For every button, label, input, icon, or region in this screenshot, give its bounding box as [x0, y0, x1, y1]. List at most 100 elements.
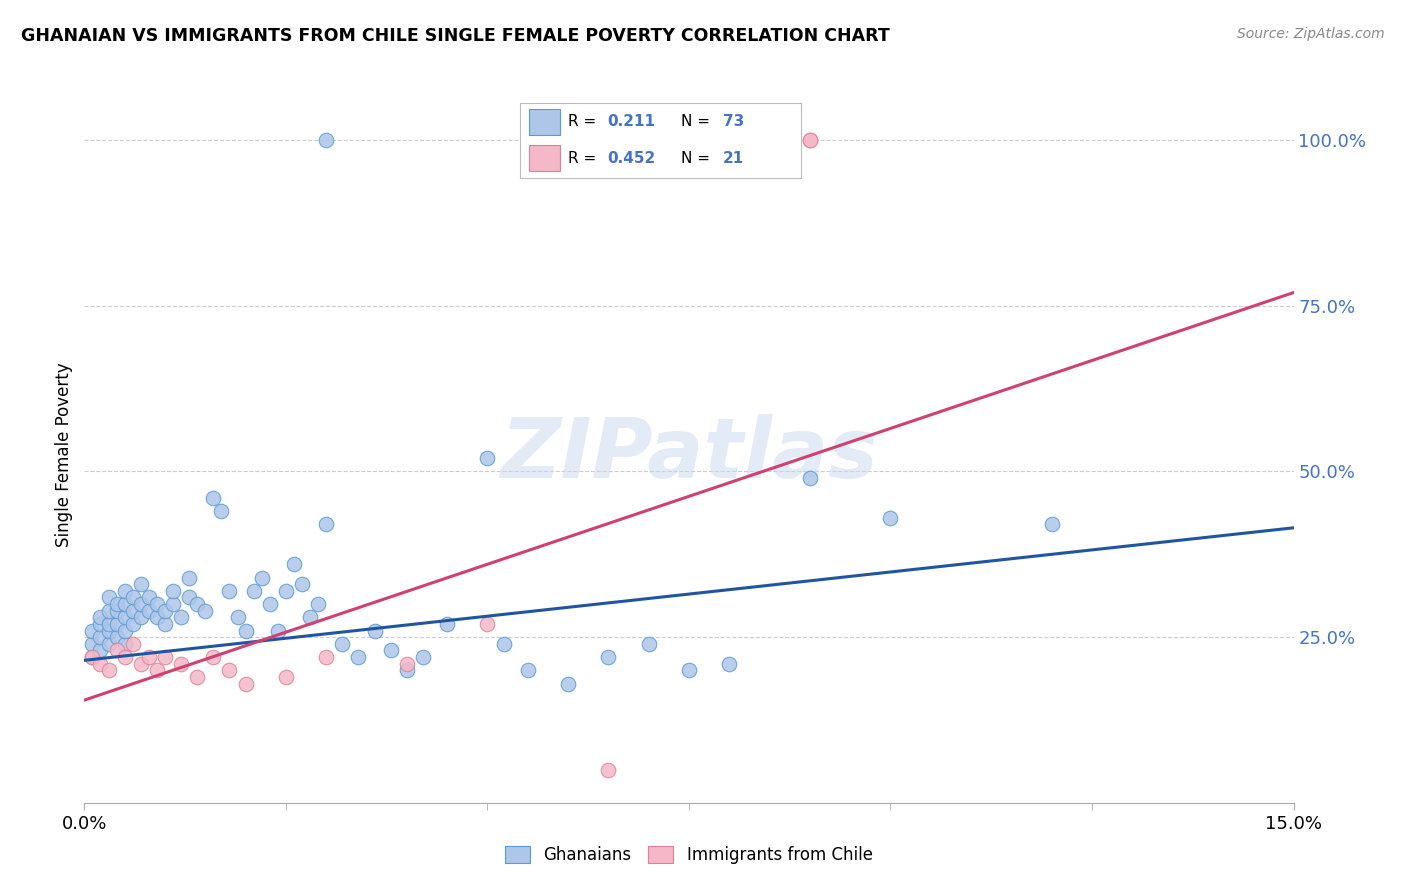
Point: [492, 637, 515, 651]
Point: [226, 610, 249, 624]
Point: [114, 650, 136, 665]
Point: [315, 650, 337, 665]
Point: [879, 511, 901, 525]
Point: [436, 616, 458, 631]
Point: [235, 676, 257, 690]
Point: [235, 624, 257, 638]
Point: [114, 610, 136, 624]
Point: [162, 597, 184, 611]
Point: [97, 616, 120, 631]
Point: [97, 604, 120, 618]
Point: [315, 517, 337, 532]
Point: [412, 650, 434, 665]
Point: [557, 676, 579, 690]
Point: [477, 616, 499, 631]
Point: [114, 637, 136, 651]
Point: [121, 637, 143, 651]
Text: R =: R =: [568, 114, 602, 129]
Point: [194, 604, 217, 618]
Point: [89, 643, 111, 657]
Point: [202, 491, 225, 505]
Point: [89, 616, 111, 631]
Point: [89, 657, 111, 671]
Point: [678, 663, 700, 677]
Point: [121, 616, 143, 631]
Point: [146, 663, 169, 677]
Point: [307, 597, 329, 611]
Text: 21: 21: [723, 151, 744, 166]
Point: [138, 591, 160, 605]
Point: [250, 570, 273, 584]
Point: [129, 577, 152, 591]
Text: 73: 73: [723, 114, 744, 129]
Point: [291, 577, 314, 591]
Point: [395, 663, 418, 677]
Text: 0.452: 0.452: [607, 151, 655, 166]
Point: [153, 650, 176, 665]
Point: [129, 610, 152, 624]
Point: [146, 610, 169, 624]
Point: [799, 471, 821, 485]
Point: [259, 597, 281, 611]
Point: [105, 630, 128, 644]
Point: [170, 610, 193, 624]
Point: [799, 133, 821, 147]
Point: [637, 637, 659, 651]
Point: [179, 591, 201, 605]
Point: [516, 663, 538, 677]
Point: [170, 657, 193, 671]
Point: [718, 657, 741, 671]
Point: [477, 451, 499, 466]
Text: 0.211: 0.211: [607, 114, 655, 129]
Legend: Ghanaians, Immigrants from Chile: Ghanaians, Immigrants from Chile: [499, 839, 879, 871]
Point: [267, 624, 290, 638]
Point: [82, 637, 104, 651]
Point: [105, 604, 128, 618]
Point: [330, 637, 353, 651]
Text: N =: N =: [681, 114, 714, 129]
Point: [153, 604, 176, 618]
Point: [202, 650, 225, 665]
Point: [105, 597, 128, 611]
Point: [299, 610, 322, 624]
Text: N =: N =: [681, 151, 714, 166]
Point: [162, 583, 184, 598]
Text: Source: ZipAtlas.com: Source: ZipAtlas.com: [1237, 27, 1385, 41]
Point: [114, 583, 136, 598]
Point: [138, 604, 160, 618]
Point: [121, 591, 143, 605]
Point: [153, 616, 176, 631]
Point: [105, 616, 128, 631]
Point: [218, 583, 240, 598]
Point: [179, 570, 201, 584]
Point: [363, 624, 385, 638]
Point: [114, 624, 136, 638]
Text: R =: R =: [568, 151, 602, 166]
Point: [274, 583, 297, 598]
Point: [1040, 517, 1063, 532]
Point: [598, 763, 620, 777]
Point: [82, 650, 104, 665]
Point: [97, 637, 120, 651]
Point: [186, 597, 208, 611]
Point: [242, 583, 264, 598]
Point: [274, 670, 297, 684]
Point: [598, 650, 620, 665]
Point: [138, 650, 160, 665]
Text: ZIPatlas: ZIPatlas: [501, 415, 877, 495]
Point: [89, 610, 111, 624]
Text: GHANAIAN VS IMMIGRANTS FROM CHILE SINGLE FEMALE POVERTY CORRELATION CHART: GHANAIAN VS IMMIGRANTS FROM CHILE SINGLE…: [21, 27, 890, 45]
Bar: [529, 145, 560, 171]
Point: [283, 558, 305, 572]
Point: [97, 663, 120, 677]
Point: [186, 670, 208, 684]
Point: [146, 597, 169, 611]
Point: [380, 643, 402, 657]
Point: [97, 591, 120, 605]
Point: [97, 624, 120, 638]
Point: [799, 133, 821, 147]
Point: [315, 133, 337, 147]
Point: [209, 504, 232, 518]
Point: [121, 604, 143, 618]
Point: [347, 650, 370, 665]
